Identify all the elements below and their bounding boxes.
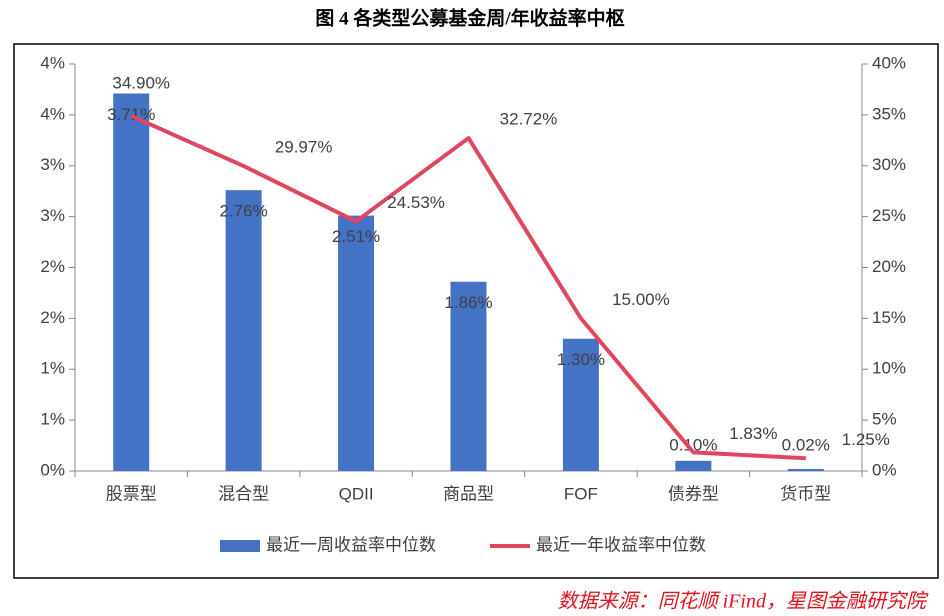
bar xyxy=(787,468,824,471)
bar xyxy=(225,190,262,472)
bar xyxy=(562,338,599,471)
x-tick-label: 混合型 xyxy=(218,484,269,503)
legend-label: 最近一周收益率中位数 xyxy=(266,535,436,554)
bar xyxy=(113,93,150,471)
bar-value-label: 1.30% xyxy=(557,350,605,369)
y2-tick-label: 40% xyxy=(872,53,906,72)
bar xyxy=(675,460,712,471)
line xyxy=(130,114,806,461)
x-tick-label: 货币型 xyxy=(780,484,831,503)
bar-value-label: 0.02% xyxy=(782,435,830,454)
x-tick-label: 商品型 xyxy=(443,484,494,503)
line-value-label: 1.25% xyxy=(842,430,890,449)
bar-value-label: 3.71% xyxy=(107,105,155,124)
bar xyxy=(450,281,487,471)
y-tick-label: 4% xyxy=(40,104,65,123)
y2-tick-label: 15% xyxy=(872,308,906,327)
x-tick-label: QDII xyxy=(339,484,374,503)
y-tick-label: 0% xyxy=(40,460,65,479)
legend-label: 最近一年收益率中位数 xyxy=(536,535,706,554)
y2-tick-label: 10% xyxy=(872,359,906,378)
bar-value-label: 1.86% xyxy=(444,293,492,312)
bar xyxy=(338,215,375,471)
x-tick-label: 股票型 xyxy=(106,484,157,503)
x-tick-label: 债券型 xyxy=(668,484,719,503)
y2-tick-label: 5% xyxy=(872,410,897,429)
line-value-label: 29.97% xyxy=(275,138,333,157)
y-tick-label: 1% xyxy=(40,359,65,378)
chart-title: 图 4 各类型公募基金周/年收益率中枢 xyxy=(315,6,624,29)
y-tick-label: 2% xyxy=(40,308,65,327)
y2-tick-label: 25% xyxy=(872,206,906,225)
line-value-label: 15.00% xyxy=(612,290,670,309)
source: 数据来源：同花顺 iFind，星图金融研究院 xyxy=(558,591,929,613)
line-value-label: 34.90% xyxy=(112,73,170,92)
y-tick-label: 4% xyxy=(40,53,65,72)
y2-tick-label: 0% xyxy=(872,460,897,479)
legend-swatch xyxy=(220,540,260,552)
bar-value-label: 2.51% xyxy=(332,227,380,246)
y-tick-label: 3% xyxy=(40,206,65,225)
y-tick-label: 3% xyxy=(40,155,65,174)
y2-tick-label: 30% xyxy=(872,155,906,174)
line-value-label: 32.72% xyxy=(500,110,558,129)
y2-tick-label: 20% xyxy=(872,257,906,276)
line-value-label: 1.83% xyxy=(729,424,777,443)
x-tick-label: FOF xyxy=(564,484,598,503)
bar-value-label: 2.76% xyxy=(220,202,268,221)
y-tick-label: 1% xyxy=(40,410,65,429)
line-value-label: 24.53% xyxy=(387,193,445,212)
y-tick-label: 2% xyxy=(40,257,65,276)
frame xyxy=(13,43,939,579)
y2-tick-label: 35% xyxy=(872,104,906,123)
